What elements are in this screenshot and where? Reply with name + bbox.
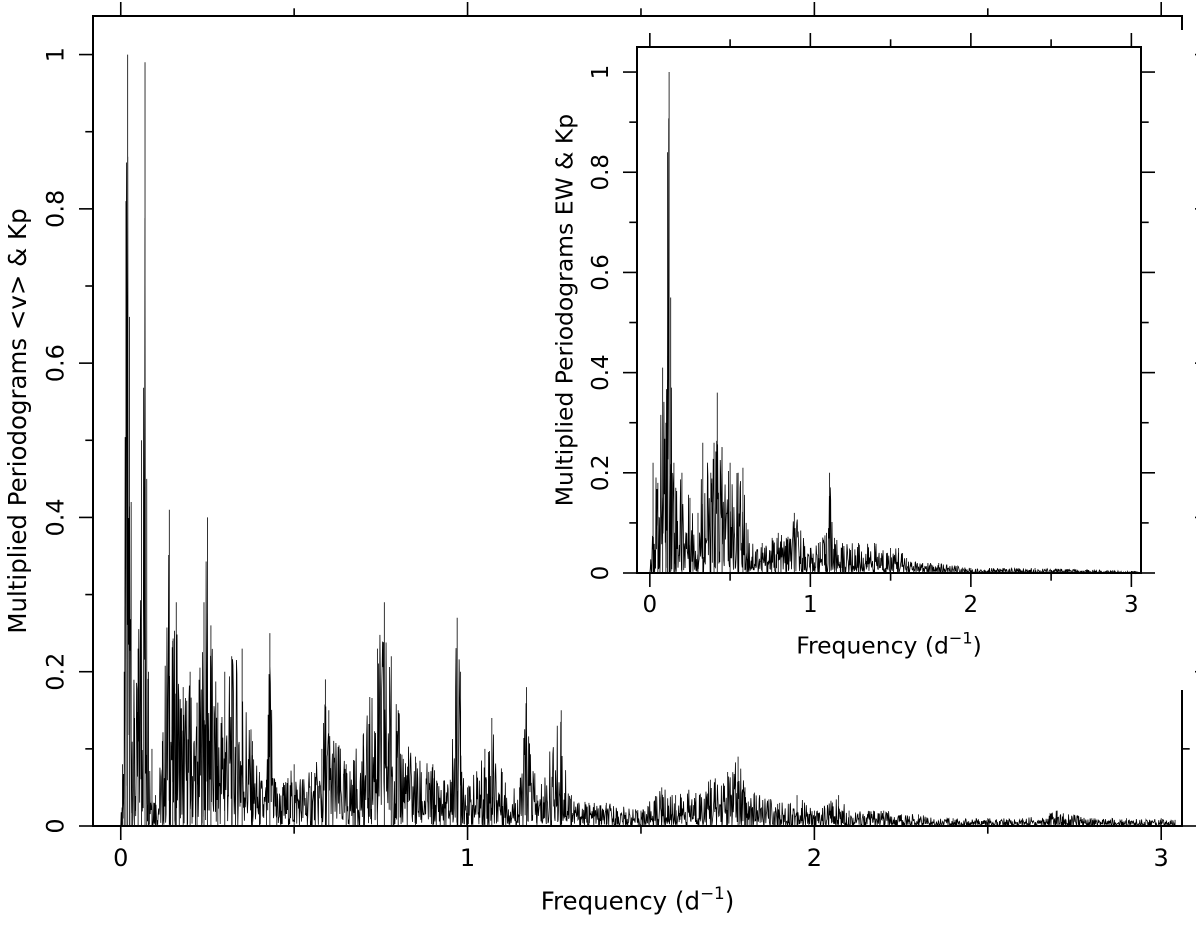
inset-y-tick-label: 0.4: [588, 354, 614, 391]
inset-y-tick-label: 0.6: [588, 254, 614, 291]
inset-background: [545, 30, 1195, 690]
main-x-tick-label: 2: [807, 844, 822, 872]
inset-periodogram-panel: 0 1 2 3 0 0.2 0.4 0.6 0.8 1 Frequency (d−1) Multipl…: [545, 30, 1195, 690]
main-y-axis-label: Multiplied Periodograms <v> & Kp: [3, 208, 32, 633]
inset-y-axis-label: Multiplied Periodograms EW & Kp: [550, 114, 578, 506]
main-y-tick-label: 0: [41, 818, 69, 833]
inset-plot-frame: [636, 46, 1142, 574]
main-periodogram-panel: 0 1 2 3 0 0.2 0.4 0.6 0.8 1 Frequency (d−1) Multipl…: [3, 2, 1196, 916]
inset-y-tick-label: 0.8: [588, 154, 614, 191]
inset-periodogram-series: [649, 72, 1139, 575]
inset-x-tick-label: 1: [803, 592, 818, 618]
inset-x-tick-label: 2: [964, 592, 979, 618]
main-y-tick-label: 0.8: [41, 190, 69, 228]
inset-x-tick-label: 0: [643, 592, 658, 618]
main-x-tick-label: 0: [113, 844, 128, 872]
main-x-axis-label: Frequency (d−1): [541, 883, 735, 916]
main-x-tick-label: 3: [1154, 844, 1169, 872]
main-y-tick-label: 0.2: [41, 653, 69, 691]
inset-y-tick-label: 0.2: [588, 455, 614, 492]
inset-x-tick-label: 3: [1124, 592, 1139, 618]
inset-x-axis-label: Frequency (d−1): [796, 628, 982, 659]
inset-y-tick-label: 1: [588, 65, 614, 80]
main-y-tick-label: 0.6: [41, 344, 69, 382]
inset-y-tick-label: 0: [588, 566, 614, 581]
main-y-tick-label: 0.4: [41, 498, 69, 536]
main-periodogram-series: [120, 54, 1176, 828]
main-y-tick-label: 1: [41, 47, 69, 62]
main-x-tick-label: 1: [460, 844, 475, 872]
